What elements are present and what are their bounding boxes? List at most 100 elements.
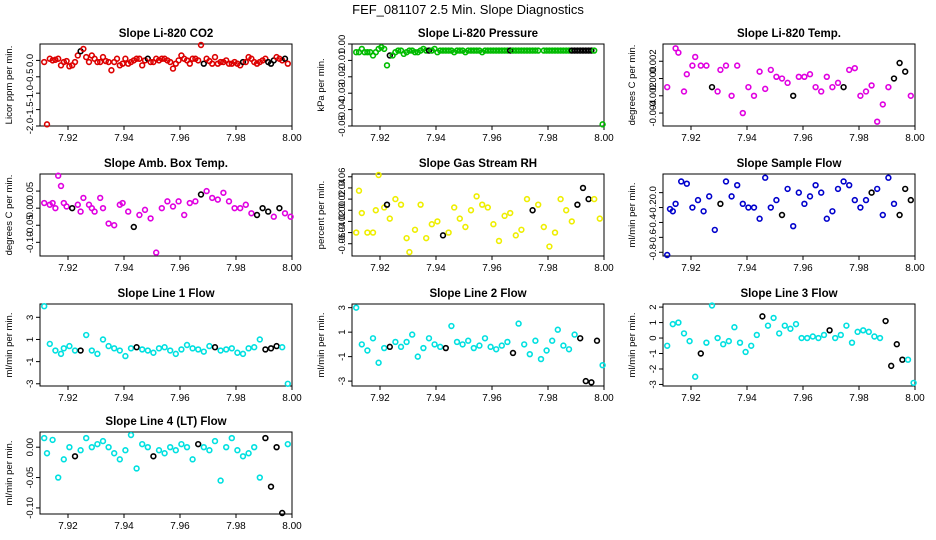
page-title: FEF_081107 2.5 Min. Slope Diagnostics bbox=[352, 2, 584, 17]
data-point bbox=[484, 204, 491, 211]
data-point bbox=[122, 447, 129, 454]
y-tick-label: -0.05 bbox=[337, 115, 348, 137]
data-point bbox=[725, 337, 732, 345]
y-tick-label: 0.05 bbox=[25, 182, 36, 201]
data-point bbox=[851, 64, 858, 72]
data-point bbox=[473, 193, 480, 200]
data-point bbox=[719, 341, 727, 348]
data-point bbox=[529, 207, 536, 214]
data-point bbox=[565, 47, 573, 54]
data-point bbox=[186, 60, 194, 67]
data-point bbox=[862, 88, 870, 95]
data-point bbox=[865, 328, 872, 336]
panel-3: Slope Li-820 Temp. 7.92 7.94 7.96 7.98 8.00 -0… bbox=[627, 28, 925, 144]
data-point bbox=[133, 344, 140, 351]
data-point bbox=[434, 218, 441, 225]
data-point bbox=[462, 223, 469, 231]
x-tick-label: 7.92 bbox=[370, 263, 390, 274]
x-tick-label: 7.92 bbox=[681, 263, 701, 274]
data-point bbox=[868, 82, 875, 89]
data-point bbox=[122, 55, 129, 62]
data-point bbox=[40, 58, 48, 66]
plot-frame bbox=[662, 173, 916, 257]
y-axis-label: degrees C per min. bbox=[627, 45, 638, 126]
data-point bbox=[153, 249, 160, 256]
data-point bbox=[214, 196, 222, 203]
data-point bbox=[139, 440, 146, 448]
data-point bbox=[267, 345, 275, 352]
data-point bbox=[694, 196, 702, 204]
data-point bbox=[77, 208, 84, 215]
data-point bbox=[445, 229, 452, 236]
data-point bbox=[554, 326, 561, 333]
data-point bbox=[859, 327, 867, 334]
data-point bbox=[127, 431, 135, 439]
data-point bbox=[795, 73, 802, 81]
data-point bbox=[200, 443, 208, 451]
x-tick-label: 8.00 bbox=[594, 133, 614, 144]
data-point bbox=[80, 45, 87, 53]
data-point bbox=[845, 181, 853, 189]
data-point bbox=[515, 320, 522, 327]
data-point bbox=[262, 434, 269, 442]
y-tick-label: -0.8 bbox=[648, 244, 659, 260]
data-point bbox=[708, 83, 716, 91]
x-tick-label: 7.92 bbox=[58, 521, 78, 532]
data-point bbox=[96, 194, 104, 202]
panel-title: Slope Line 1 Flow bbox=[117, 288, 214, 300]
data-point bbox=[579, 184, 587, 192]
y-axis-label: ml/min per min. bbox=[316, 313, 327, 378]
data-point bbox=[493, 346, 500, 353]
data-point bbox=[520, 47, 528, 54]
data-point bbox=[139, 62, 146, 69]
data-point bbox=[495, 47, 503, 54]
y-tick-label: -0.02 bbox=[337, 211, 348, 233]
data-point bbox=[386, 52, 393, 59]
data-point bbox=[826, 327, 833, 334]
data-point bbox=[423, 234, 430, 242]
data-point bbox=[481, 47, 489, 54]
data-point bbox=[409, 331, 416, 338]
y-axis-label: ml/min per min. bbox=[627, 313, 638, 378]
data-point bbox=[105, 342, 112, 350]
data-point bbox=[890, 200, 898, 208]
data-point bbox=[532, 337, 539, 344]
panel-title: Slope Line 3 Flow bbox=[740, 288, 837, 300]
data-point bbox=[82, 331, 90, 339]
x-tick-label: 7.94 bbox=[114, 133, 134, 144]
data-point bbox=[585, 47, 592, 54]
data-point bbox=[582, 377, 589, 385]
data-point bbox=[88, 443, 96, 451]
data-point bbox=[470, 47, 477, 54]
data-point bbox=[40, 303, 48, 310]
data-point bbox=[71, 58, 79, 66]
y-tick-label: 0.00 bbox=[25, 199, 36, 218]
y-tick-label: 0.0 bbox=[25, 54, 36, 67]
data-point bbox=[476, 342, 483, 349]
data-point bbox=[795, 189, 802, 196]
data-point bbox=[141, 206, 149, 214]
data-point bbox=[167, 58, 174, 66]
y-tick-label: 0.00 bbox=[337, 35, 348, 54]
plot-frame bbox=[662, 303, 916, 387]
x-tick-label: 8.00 bbox=[905, 263, 925, 274]
data-point bbox=[557, 195, 564, 203]
y-tick-label: 2 bbox=[648, 304, 659, 309]
data-point bbox=[124, 208, 132, 215]
data-point bbox=[750, 204, 758, 211]
data-point bbox=[74, 52, 82, 59]
data-point bbox=[837, 331, 844, 339]
data-point bbox=[136, 55, 143, 62]
data-point bbox=[467, 47, 475, 54]
data-point bbox=[773, 196, 780, 204]
data-point bbox=[119, 199, 126, 207]
data-point bbox=[565, 346, 573, 353]
y-axis-label: ml/min per min. bbox=[627, 183, 638, 248]
data-point bbox=[484, 47, 491, 54]
y-tick-label: -0.03 bbox=[337, 82, 348, 104]
data-point bbox=[739, 109, 746, 117]
panel-title: Slope Gas Stream RH bbox=[419, 158, 537, 170]
y-tick-label: -0.01 bbox=[337, 50, 348, 72]
data-point bbox=[767, 204, 774, 211]
x-tick-label: 7.98 bbox=[538, 263, 558, 274]
